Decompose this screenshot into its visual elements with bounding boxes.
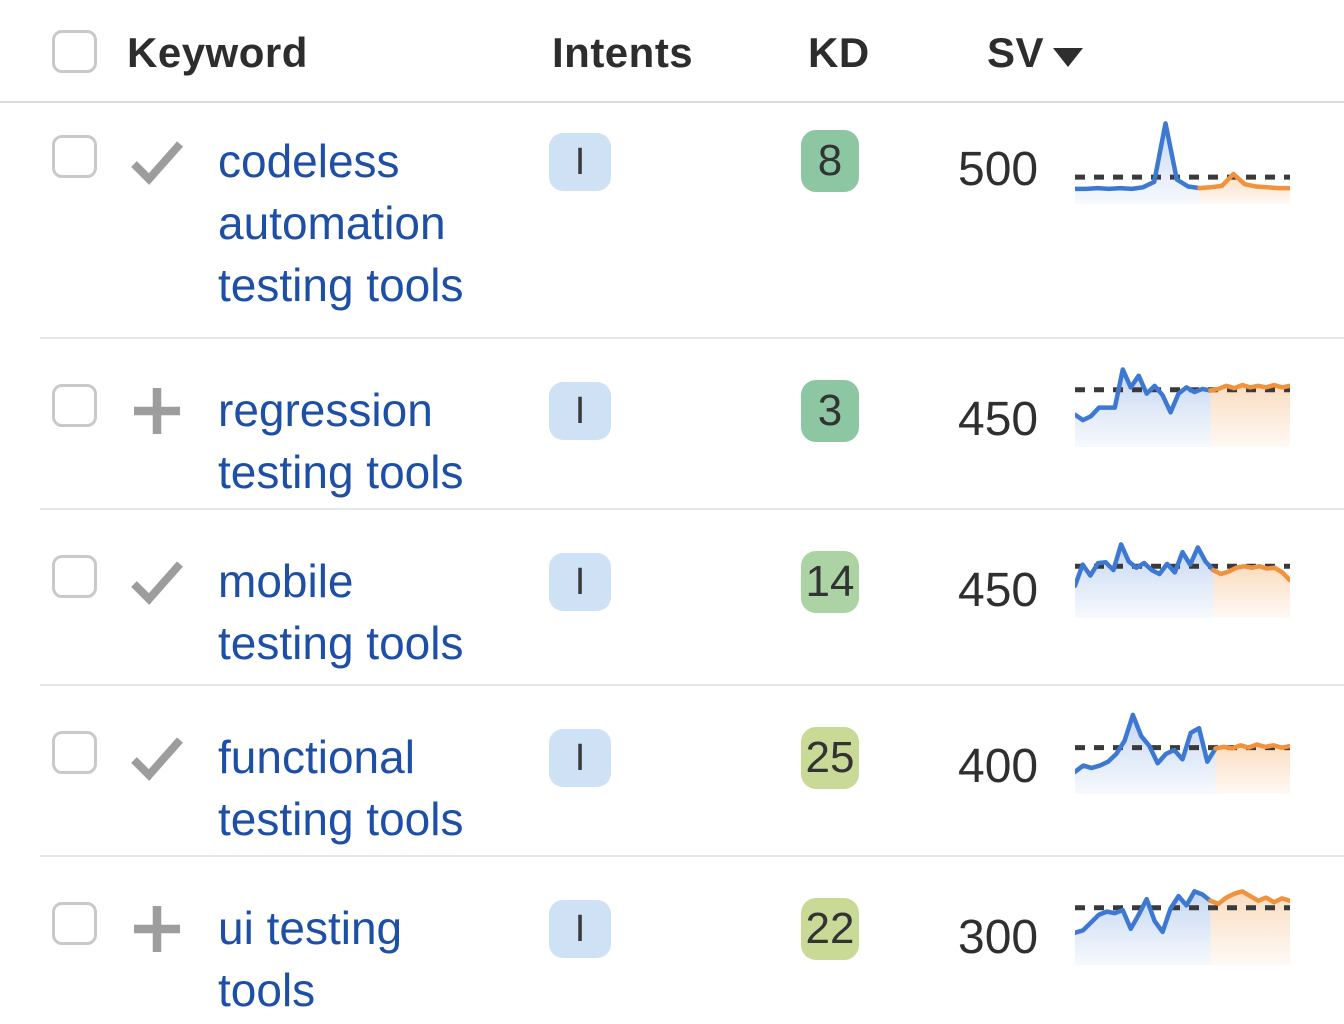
intent-badge: I <box>549 729 611 787</box>
column-header-kd: KD <box>808 29 870 76</box>
select-all-checkbox[interactable] <box>52 30 97 73</box>
intent-badge: I <box>549 900 611 958</box>
row-checkbox[interactable] <box>52 555 97 598</box>
sv-value: 450 <box>958 564 1039 617</box>
kd-badge: 14 <box>801 551 859 613</box>
in-list-check[interactable] <box>128 137 186 187</box>
plus-icon <box>134 388 180 434</box>
check-icon <box>131 141 183 185</box>
column-header-sv-sort[interactable]: SV <box>987 29 1045 76</box>
trend-sparkline <box>1072 359 1293 447</box>
keyword-link[interactable]: codeless automation testing tools <box>218 135 464 311</box>
keyword-link[interactable]: ui testing tools <box>218 902 403 1016</box>
trend-sparkline <box>1072 877 1293 965</box>
intent-badge: I <box>549 553 611 611</box>
table-row: ui testing tools I 22 300 <box>0 855 1344 1024</box>
add-keyword-button[interactable] <box>128 904 186 954</box>
sort-desc-caret-icon[interactable] <box>1053 48 1083 67</box>
trend-sparkline <box>1072 706 1293 794</box>
column-header-intents: Intents <box>552 29 694 76</box>
sv-value: 400 <box>958 740 1039 793</box>
kd-badge: 22 <box>801 898 859 960</box>
row-checkbox[interactable] <box>52 902 97 945</box>
add-keyword-button[interactable] <box>128 386 186 436</box>
check-icon <box>131 561 183 605</box>
in-list-check[interactable] <box>128 733 186 783</box>
row-checkbox[interactable] <box>52 384 97 427</box>
intent-letter: I <box>574 736 586 779</box>
intent-badge: I <box>549 382 611 440</box>
column-header-keyword: Keyword <box>127 29 308 76</box>
keyword-link[interactable]: functional testing tools <box>218 731 464 845</box>
plus-icon <box>134 906 180 952</box>
intent-letter: I <box>574 907 586 950</box>
intent-badge: I <box>549 133 611 191</box>
check-icon <box>131 737 183 781</box>
keyword-link[interactable]: mobile testing tools <box>218 555 464 669</box>
kd-badge: 3 <box>801 380 859 442</box>
table-row: codeless automation testing tools I 8 50… <box>0 103 1344 337</box>
trend-sparkline <box>1072 530 1293 618</box>
table-row: regression testing tools I 3 450 <box>0 337 1344 508</box>
sv-value: 500 <box>958 143 1039 196</box>
sv-value: 300 <box>958 911 1039 964</box>
table-header: Keyword Intents KD SV <box>0 0 1344 103</box>
table-row: mobile testing tools I 14 450 <box>0 508 1344 684</box>
keyword-link[interactable]: regression testing tools <box>218 384 464 498</box>
trend-sparkline <box>1072 116 1293 204</box>
in-list-check[interactable] <box>128 557 186 607</box>
table-row: functional testing tools I 25 400 <box>0 684 1344 855</box>
intent-letter: I <box>574 389 586 432</box>
sv-value: 450 <box>958 393 1039 446</box>
kd-badge: 8 <box>801 130 859 192</box>
row-checkbox[interactable] <box>52 135 97 178</box>
kd-badge: 25 <box>801 727 859 789</box>
table-body: codeless automation testing tools I 8 50… <box>0 103 1344 1024</box>
intent-letter: I <box>574 560 586 603</box>
row-checkbox[interactable] <box>52 731 97 774</box>
intent-letter: I <box>574 140 586 183</box>
